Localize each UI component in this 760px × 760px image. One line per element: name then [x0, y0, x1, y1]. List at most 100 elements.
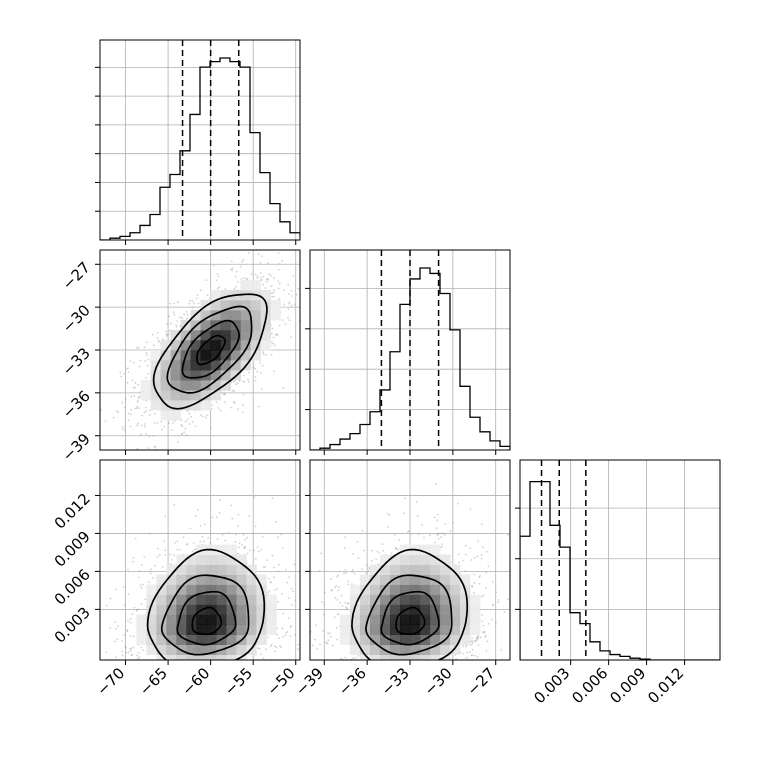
- scatter-point: [456, 661, 458, 663]
- scatter-point: [217, 407, 220, 409]
- x-tick-label: −55: [221, 664, 256, 699]
- scatter-point: [176, 320, 179, 323]
- scatter-point: [357, 654, 360, 657]
- scatter-point: [130, 649, 132, 652]
- scatter-point: [209, 542, 212, 544]
- scatter-point: [193, 548, 196, 551]
- scatter-point: [228, 662, 230, 664]
- x-tick-label: 0.009: [606, 664, 649, 707]
- scatter-point: [382, 661, 384, 663]
- density-cell: [246, 644, 257, 655]
- density-cell: [146, 644, 157, 655]
- scatter-point: [278, 324, 281, 327]
- density-cell: [160, 390, 171, 401]
- density-cell: [236, 614, 247, 625]
- density-cell: [196, 594, 207, 605]
- scatter-point: [265, 281, 268, 283]
- scatter-point: [129, 360, 132, 363]
- scatter-point: [171, 661, 173, 663]
- scatter-point: [275, 334, 277, 336]
- scatter-point: [413, 672, 415, 674]
- scatter-point: [254, 376, 257, 378]
- scatter-point: [143, 425, 146, 428]
- scatter-point: [441, 543, 443, 545]
- scatter-point: [473, 573, 476, 576]
- density-cell: [230, 330, 241, 341]
- density-cell: [246, 564, 257, 575]
- density-cell: [190, 390, 201, 401]
- scatter-point: [121, 640, 124, 642]
- scatter-point: [136, 401, 139, 403]
- scatter-point: [247, 378, 249, 381]
- scatter-point: [191, 300, 194, 303]
- scatter-point: [114, 656, 117, 658]
- scatter-point: [183, 675, 185, 677]
- scatter-point: [158, 554, 161, 556]
- histogram-panel-1: [305, 249, 511, 455]
- scatter-point: [410, 532, 413, 535]
- scatter-point: [254, 525, 257, 528]
- scatter-point: [117, 411, 120, 414]
- scatter-point: [294, 634, 296, 636]
- scatter-point: [477, 636, 480, 639]
- density-cell: [230, 360, 241, 371]
- scatter-point: [186, 543, 189, 545]
- scatter-point: [433, 664, 435, 666]
- scatter-point: [129, 425, 132, 428]
- density-content: [100, 496, 300, 704]
- density-cell: [136, 624, 147, 635]
- density-cell: [200, 310, 211, 321]
- density-cell: [206, 644, 217, 655]
- scatter-point: [136, 346, 138, 349]
- scatter-point: [196, 509, 199, 511]
- contour-line: [166, 305, 253, 394]
- scatter-point: [127, 593, 130, 596]
- scatter-point: [220, 665, 222, 667]
- scatter-point: [382, 549, 385, 552]
- scatter-point: [163, 662, 165, 664]
- scatter-point: [291, 295, 293, 297]
- scatter-point: [234, 540, 237, 543]
- scatter-point: [242, 393, 245, 396]
- scatter-point: [284, 323, 287, 326]
- density-cell: [226, 654, 237, 660]
- scatter-point: [155, 502, 157, 504]
- scatter-point: [477, 635, 479, 637]
- scatter-point: [169, 553, 172, 556]
- scatter-point: [235, 285, 237, 288]
- scatter-point: [165, 330, 168, 333]
- scatter-point: [132, 386, 135, 389]
- scatter-point: [389, 665, 391, 667]
- scatter-point: [436, 661, 438, 663]
- scatter-point: [149, 456, 151, 458]
- scatter-point: [335, 626, 338, 629]
- scatter-point: [244, 547, 247, 549]
- scatter-point: [260, 272, 262, 274]
- density-cell: [216, 584, 227, 595]
- density-cell: [206, 554, 217, 565]
- density-cell: [220, 310, 231, 321]
- scatter-point: [266, 278, 268, 280]
- scatter-point: [207, 537, 210, 539]
- scatter-point: [150, 568, 153, 571]
- density-cell: [180, 370, 191, 381]
- density-cell: [186, 634, 197, 645]
- density-cell: [240, 350, 251, 361]
- scatter-point: [246, 278, 249, 280]
- scatter-point: [133, 674, 135, 676]
- scatter-point: [123, 634, 125, 636]
- scatter-point: [263, 353, 265, 355]
- scatter-point: [180, 670, 182, 672]
- density-cell: [240, 290, 251, 301]
- panel-border: [99, 249, 301, 451]
- scatter-point: [280, 646, 282, 649]
- scatter-point: [192, 702, 194, 704]
- scatter-point: [290, 587, 293, 590]
- scatter-point: [328, 632, 331, 634]
- density-cell: [256, 614, 267, 625]
- scatter-point: [272, 336, 275, 339]
- density-cell: [150, 390, 161, 401]
- scatter-point: [191, 669, 193, 671]
- scatter-point: [186, 410, 189, 413]
- density-cell: [250, 310, 261, 321]
